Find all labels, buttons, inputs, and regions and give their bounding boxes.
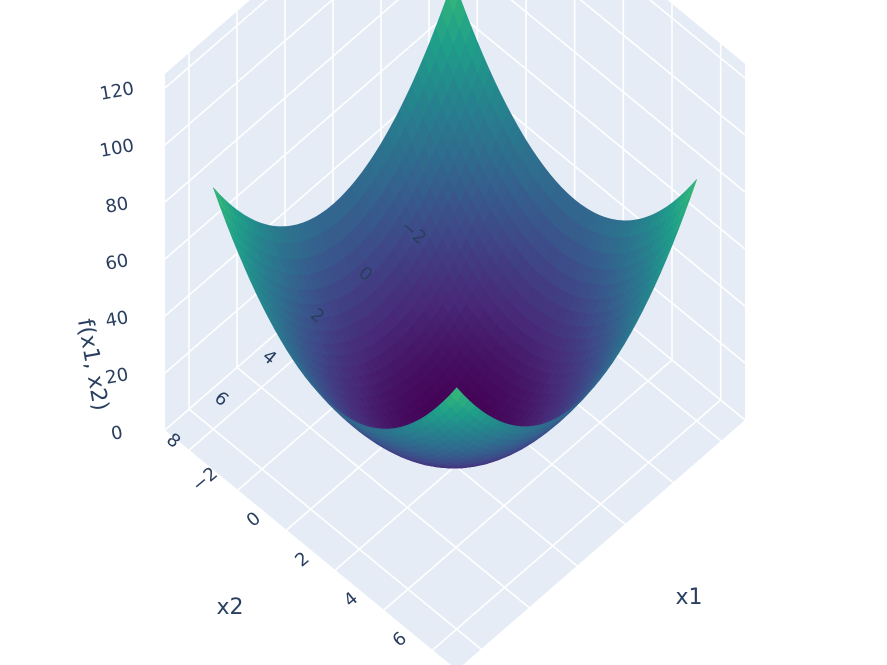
z-tick-label: 100 [98,135,135,162]
x1-tick-label: 4 [340,588,362,611]
grid-line-x-floor [432,399,722,651]
z-tick-label: 80 [104,193,130,218]
grid-line-y-floor [236,366,530,609]
grid-line-z [164,0,746,89]
z-tick-label: 20 [104,364,130,389]
x-axis-title: x1 [675,585,702,610]
x1-tick-label: 6 [389,628,411,651]
z-tick-label: 40 [104,307,130,332]
grid-line-z [164,0,746,203]
z-tick-label: 60 [104,250,130,275]
x1-tick-label: 0 [243,508,265,531]
grid-line-x-floor [383,359,673,611]
surface-mesh [213,0,697,469]
z-tick-label: 120 [98,78,135,105]
x1-tick-label: 2 [291,548,313,571]
grid-line-y-floor [188,408,482,650]
grid-line-z [164,0,746,146]
surface-patch [450,387,464,402]
y-axis-title: x2 [216,595,243,620]
z-tick-label: 0 [109,422,124,445]
